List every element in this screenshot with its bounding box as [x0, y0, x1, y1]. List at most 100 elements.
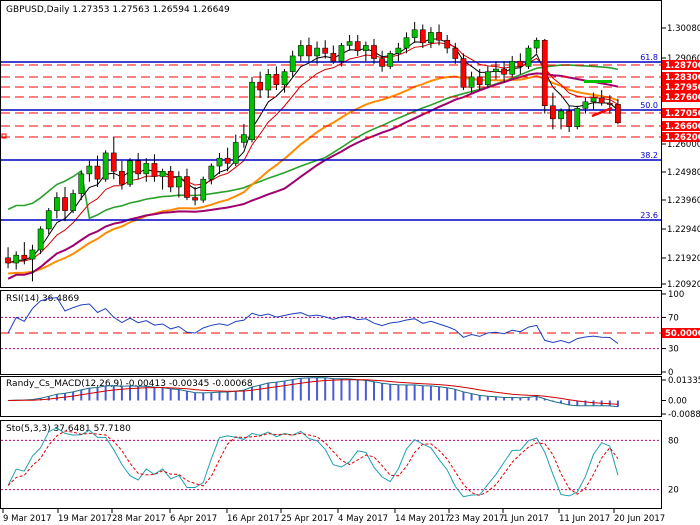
candle-bearish	[306, 45, 312, 57]
macd-tick-label: 0.00	[668, 396, 687, 406]
fib-level-label: 38.2	[640, 151, 658, 160]
candlesticks	[5, 21, 621, 282]
candle-bearish	[273, 74, 280, 86]
candle-bearish	[566, 110, 572, 127]
time-label: 23 May 2017	[449, 514, 504, 524]
price-label-box	[662, 60, 700, 70]
rsi-50-label: 50.0000	[665, 329, 700, 339]
candle-bullish	[509, 60, 516, 75]
rsi-title: RSI(14) 36.4869	[6, 294, 79, 304]
ma-green-line	[7, 64, 619, 220]
fib-level-label: 61.8	[640, 53, 658, 62]
candle-bearish	[257, 81, 263, 91]
candle-bullish	[127, 160, 133, 185]
rsi-panel: RSI(14) 36.4869 100 70 30 0 50.0000	[0, 290, 700, 378]
stoch-title: Sto(5,3,3) 37.6481 57.7180	[6, 424, 131, 434]
candle-bullish	[241, 134, 247, 143]
rsi-panel-frame	[0, 290, 662, 375]
stoch-panel: Sto(5,3,3) 37.6481 57.7180 80 20	[0, 420, 679, 509]
time-label: 25 Apr 2017	[281, 514, 334, 524]
price-tick-label: 1.21920	[667, 254, 700, 264]
candle-bullish	[484, 71, 491, 86]
candle-bullish	[403, 37, 410, 49]
candle-bullish	[70, 193, 76, 211]
candle-bearish	[371, 45, 377, 59]
fib-level-label: 50.0	[640, 101, 658, 110]
time-label: 19 Mar 2017	[58, 514, 112, 524]
red-arrow-line	[591, 106, 613, 118]
green-marker	[584, 80, 612, 83]
candle-bearish	[541, 39, 548, 106]
price-tick-label: 1.29060	[667, 54, 700, 64]
stoch-panel-frame	[0, 420, 662, 509]
price-tick-label: 1.23960	[667, 196, 700, 206]
candle-bearish	[110, 152, 117, 172]
rsi-tick-label: 0	[668, 368, 673, 378]
candle-bullish	[86, 165, 93, 175]
time-label: 6 Apr 2017	[170, 514, 217, 524]
candle-bullish	[468, 76, 475, 88]
candle-bullish	[582, 101, 589, 109]
price-panel: GBPUSD,Daily 1.27353 1.27563 1.26594 1.2…	[0, 0, 700, 290]
candle-bearish	[419, 29, 426, 44]
candle-bullish	[208, 165, 215, 180]
rsi-tick-label: 30	[668, 345, 679, 355]
rsi-line	[7, 297, 619, 344]
price-tick-label: 1.26000	[667, 140, 700, 150]
time-label: 11 Jun 2017	[559, 514, 610, 524]
rsi-tick-label: 70	[668, 313, 679, 323]
candle-bullish	[29, 249, 36, 260]
price-label-text: 1.27950	[665, 83, 700, 93]
candle-bearish	[167, 171, 174, 188]
price-label-box	[662, 82, 700, 92]
candle-bearish	[501, 68, 507, 75]
macd-panel-frame	[0, 376, 662, 417]
macd-line	[8, 377, 618, 408]
candle-bearish	[224, 157, 231, 164]
stoch-tick-label: 20	[668, 486, 679, 496]
price-tick-label: 1.24980	[667, 168, 700, 178]
stoch-main-line	[7, 427, 619, 498]
candle-bearish	[444, 39, 451, 49]
candle-bullish	[411, 29, 418, 38]
candle-bearish	[354, 41, 361, 51]
candle-bearish	[379, 58, 385, 67]
candle-bearish	[517, 60, 524, 67]
candle-bullish	[558, 110, 564, 120]
candle-bullish	[297, 45, 304, 57]
candle-bullish	[289, 55, 296, 72]
time-label: 4 May 2017	[338, 514, 388, 524]
macd-panel: Randy_Cs_MACD(12,26,9) -0.00413 -0.00345…	[0, 376, 700, 420]
candle-bullish	[346, 41, 353, 46]
time-label: 9 Mar 2017	[3, 514, 51, 524]
macd-tick-label: 0.01335	[668, 376, 700, 386]
left-edge-marker	[1, 133, 7, 139]
annotations	[1, 80, 613, 139]
candle-bearish	[606, 102, 613, 105]
time-label: 16 Apr 2017	[227, 514, 280, 524]
price-label-text: 1.26600	[665, 122, 700, 132]
candle-bullish	[216, 157, 223, 167]
time-axis: 9 Mar 2017 19 Mar 2017 28 Mar 2017 6 Apr 20…	[2, 509, 665, 524]
candle-bearish	[452, 47, 459, 59]
candle-bullish	[363, 45, 369, 51]
candle-bullish	[533, 39, 540, 49]
candle-bullish	[45, 210, 52, 230]
candle-bullish	[54, 197, 60, 211]
candle-bearish	[598, 97, 605, 104]
price-label-text: 1.26200	[665, 133, 700, 143]
candle-bullish	[387, 53, 394, 67]
candle-bearish	[330, 53, 337, 62]
candle-bullish	[249, 81, 255, 141]
candle-bullish	[265, 74, 272, 91]
candle-bearish	[476, 76, 483, 86]
candle-bearish	[5, 257, 11, 264]
price-panel-title: GBPUSD,Daily 1.27353 1.27563 1.26594 1.2…	[6, 5, 230, 15]
candle-bullish	[314, 47, 320, 57]
macd-title: Randy_Cs_MACD(12,26,9) -0.00413 -0.00345…	[6, 379, 253, 389]
candle-bullish	[13, 254, 20, 264]
candle-bullish	[200, 178, 207, 201]
stoch-content: 80 20	[1, 427, 679, 498]
